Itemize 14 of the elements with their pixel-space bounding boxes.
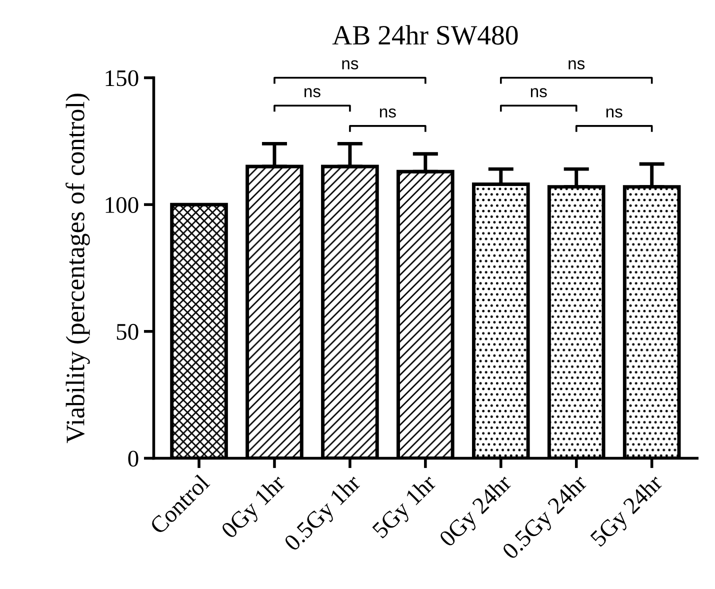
annotation: ns: [606, 108, 622, 118]
y-tick-label: 50: [116, 324, 138, 340]
y-tick-label: 150: [106, 70, 138, 86]
annotation: ns: [304, 88, 320, 98]
text: ns: [342, 60, 358, 70]
annotation: ns: [530, 88, 547, 98]
y-tick-label: 100: [106, 197, 138, 214]
x-tick-label: 5Gy 1hr: [371, 472, 440, 542]
text: ns: [568, 60, 585, 70]
annotation: ns: [380, 108, 396, 118]
x-tick-label: 5Gy 24hr: [589, 472, 667, 551]
y-tick-label: 0: [128, 450, 138, 467]
chart-title: AB 24hr SW480: [332, 25, 518, 45]
y-axis-title: Viability (percentages of control): [66, 94, 90, 444]
